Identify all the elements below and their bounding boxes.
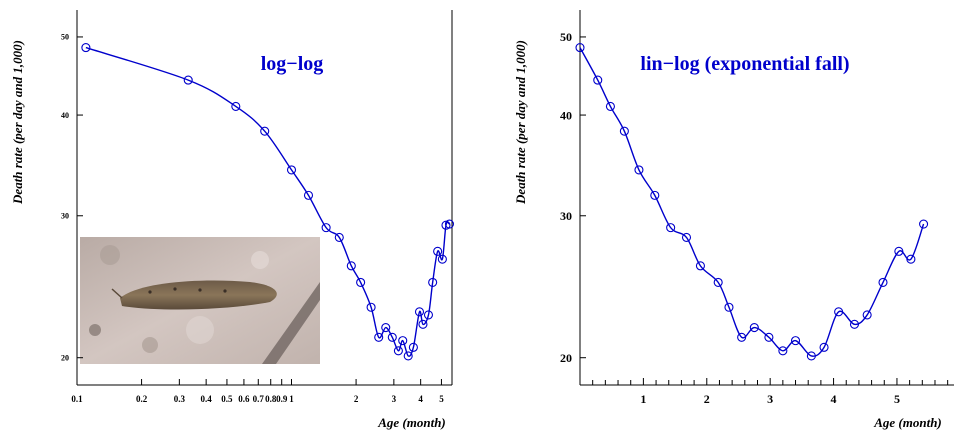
left-data-point <box>418 319 428 329</box>
right-panel-title: lin−log (exponential fall) <box>640 53 849 75</box>
left-x-tick-label: 5 <box>439 394 444 404</box>
left-data-point <box>366 302 376 312</box>
right-data-point <box>894 246 904 256</box>
left-y-axis-label: Death rate (per day and 1,000) <box>10 40 25 205</box>
left-data-point <box>414 307 425 317</box>
left-panel: 20 30 40 50 0.1 0.2 0.3 0.4 0.5 0.6 0.7 0.8 0.9 1 2 3 4 5… <box>10 10 455 430</box>
left-x-tick-label: 0.7 <box>253 394 265 404</box>
left-panel-title: log−log <box>261 53 324 75</box>
left-y-tick-label: 20 <box>61 354 69 363</box>
right-data-point <box>790 336 801 346</box>
right-data-point <box>749 322 759 333</box>
left-data-point <box>356 277 366 287</box>
right-x-tick-label: 1 <box>640 392 646 406</box>
right-panel: 20 30 40 50 1 2 3 4 5 lin−log (exponential fall)… <box>513 10 954 430</box>
left-y-tick-label: 30 <box>61 212 69 221</box>
left-x-tick-label: 3 <box>392 394 397 404</box>
left-data-point <box>423 310 434 320</box>
right-series-line <box>579 47 925 357</box>
right-data-point <box>819 342 829 352</box>
right-data-point <box>681 232 692 242</box>
right-data-point <box>724 302 734 312</box>
right-data-point <box>878 277 888 287</box>
left-data-point <box>286 165 297 175</box>
left-data-point <box>433 246 443 256</box>
right-x-tick-label: 3 <box>767 392 773 406</box>
right-y-tick-label: 50 <box>560 30 572 44</box>
right-x-tick-label: 5 <box>894 392 900 406</box>
left-x-tick-label: 1 <box>289 394 294 404</box>
left-x-tick-label: 0.5 <box>221 394 233 404</box>
left-data-point <box>346 261 356 271</box>
left-x-tick-label: 2 <box>354 394 359 404</box>
left-x-tick-label: 0.9 <box>276 394 288 404</box>
left-data-point <box>260 126 270 136</box>
right-data-point <box>575 43 585 53</box>
left-data-point <box>374 332 384 342</box>
right-data-point <box>862 310 872 320</box>
left-x-tick-label: 0.3 <box>174 394 186 404</box>
right-data-point <box>605 101 615 111</box>
right-x-axis-label: Age (month) <box>873 415 942 430</box>
left-x-tick-label: 0.4 <box>201 394 213 404</box>
right-data-point <box>666 223 676 233</box>
right-data-point <box>650 190 660 200</box>
left-series-line <box>85 46 451 357</box>
left-data-point <box>428 277 438 287</box>
left-y-tick-label: 50 <box>61 33 69 42</box>
left-x-tick-label: 0.2 <box>136 394 148 404</box>
left-data-point <box>183 75 193 85</box>
left-x-tick-label: 0.8 <box>265 394 277 404</box>
left-data-point <box>334 232 344 242</box>
right-data-point <box>778 346 788 356</box>
right-plot-area: 20 30 40 50 1 2 3 4 5 <box>560 10 954 406</box>
left-data-point <box>81 43 91 53</box>
left-data-point <box>393 346 403 356</box>
left-data-point <box>437 254 447 264</box>
left-data-point <box>408 342 418 352</box>
left-x-tick-label: 0.6 <box>238 394 250 404</box>
right-data-point <box>764 332 774 342</box>
right-y-axis-label: Death rate (per day and 1,000) <box>513 40 528 205</box>
right-data-point <box>849 319 860 329</box>
right-data-point <box>737 332 747 342</box>
left-slug-photo <box>80 237 320 364</box>
right-y-tick-label: 40 <box>560 108 572 122</box>
left-data-point <box>444 219 455 229</box>
right-data-point <box>806 351 816 361</box>
right-data-point <box>713 277 723 287</box>
left-plot-area: 20 30 40 50 0.1 0.2 0.3 0.4 0.5 0.6 0.7 0.8 0.9 1 2 3 4 5 <box>61 10 455 404</box>
left-x-axis-label: Age (month) <box>377 415 446 430</box>
left-x-tick-label: 4 <box>418 394 423 404</box>
left-data-point <box>303 190 314 200</box>
right-x-tick-label: 2 <box>704 392 710 406</box>
right-data-point <box>906 254 916 264</box>
right-data-point <box>919 219 929 229</box>
right-data-point <box>593 75 603 85</box>
right-x-tick-label: 4 <box>831 392 837 406</box>
left-y-tick-label: 40 <box>61 111 69 120</box>
right-y-tick-label: 30 <box>560 209 572 223</box>
left-data-point <box>398 336 408 346</box>
left-data-point <box>231 101 241 111</box>
left-data-point <box>387 332 397 342</box>
left-data-point <box>403 351 413 361</box>
right-data-point <box>619 126 629 136</box>
left-x-tick-label: 0.1 <box>71 394 83 404</box>
right-data-point <box>834 307 844 317</box>
right-data-point <box>695 261 705 271</box>
right-y-tick-label: 20 <box>560 351 572 365</box>
right-data-point <box>634 165 644 175</box>
left-data-point <box>321 223 331 233</box>
left-data-point <box>381 322 391 333</box>
